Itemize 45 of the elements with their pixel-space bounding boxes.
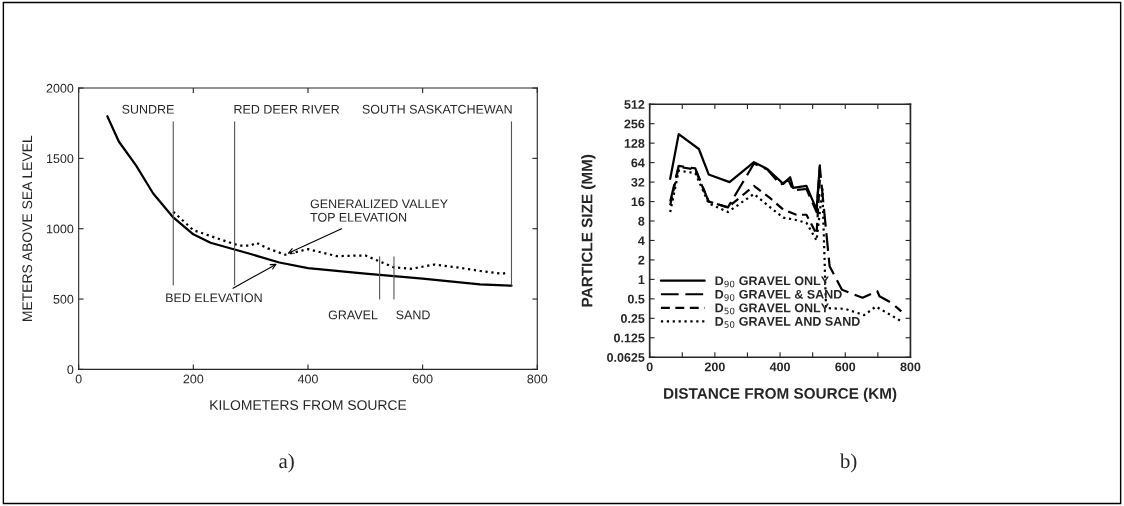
x-tick-label: 0 <box>75 374 82 384</box>
x-tick-label: 200 <box>183 374 204 384</box>
y-tick-label: 0.25 <box>620 314 645 323</box>
text: a) <box>279 453 294 473</box>
legend-label: D$_{90}$ GRAVEL ONLY <box>715 276 829 288</box>
legend-label: D$_{50}$ GRAVEL AND SAND <box>715 316 860 328</box>
y-tick-label: 0.125 <box>614 333 645 343</box>
x-tick-label: 400 <box>297 374 318 384</box>
ref-line-label: GRAVEL <box>328 310 378 320</box>
ref-line-label: SOUTH SASKATCHEWAN <box>362 104 512 114</box>
y-tick-label: 512 <box>624 100 645 109</box>
y-axis-title: PARTICLE SIZE (MM) <box>581 154 596 307</box>
y-tick-label: 32 <box>631 177 645 187</box>
y-tick-label: 1 <box>638 275 645 284</box>
x-tick-label: 800 <box>900 362 921 372</box>
y-tick-label: 64 <box>631 158 645 168</box>
y-tick-label: 256 <box>624 119 645 129</box>
y-tick-label: 2 <box>638 255 645 265</box>
ref-line-label: RED DEER RIVER <box>234 104 340 114</box>
text: GENERALIZED VALLEY TOP ELEVATION <box>310 199 448 222</box>
y-tick-label: 2000 <box>46 83 74 93</box>
x-tick-label: 600 <box>835 362 856 372</box>
legend-label: BED ELEVATION <box>166 293 262 303</box>
x-tick-label: 600 <box>412 374 433 384</box>
y-tick-label: 16 <box>631 197 645 207</box>
x-axis-title: KILOMETERS FROM SOURCE <box>210 400 407 410</box>
x-tick-label: 400 <box>769 362 790 372</box>
legend-label: D$_{50}$ GRAVEL ONLY <box>715 303 829 315</box>
x-tick-label: 0 <box>646 362 653 372</box>
y-tick-label: 1500 <box>46 154 74 164</box>
ref-line-label: SUNDRE <box>122 104 174 114</box>
x-axis-title: DISTANCE FROM SOURCE (KM) <box>664 387 897 402</box>
ref-line-label: SAND <box>396 310 430 320</box>
text: b) <box>839 453 857 473</box>
y-tick-label: 8 <box>638 216 645 226</box>
x-tick-label: 800 <box>527 374 548 384</box>
y-tick-label: 1000 <box>46 224 74 234</box>
y-tick-label: 0.5 <box>627 294 645 304</box>
y-tick-label: 4 <box>638 236 645 245</box>
x-tick-label: 200 <box>704 362 725 372</box>
y-axis-title: METERS ABOVE SEA LEVEL <box>22 135 33 321</box>
legend-label: D$_{90}$ GRAVEL & SAND <box>715 289 842 301</box>
y-tick-label: 500 <box>53 294 74 304</box>
y-tick-label: 0.0625 <box>607 353 645 362</box>
y-tick-label: 128 <box>624 138 645 148</box>
